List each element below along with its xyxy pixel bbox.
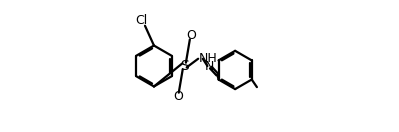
Text: O: O <box>173 90 183 103</box>
Text: N: N <box>205 60 214 72</box>
Text: S: S <box>180 59 189 73</box>
Text: NH: NH <box>199 52 217 65</box>
Text: O: O <box>186 29 196 42</box>
Text: Cl: Cl <box>136 14 148 27</box>
